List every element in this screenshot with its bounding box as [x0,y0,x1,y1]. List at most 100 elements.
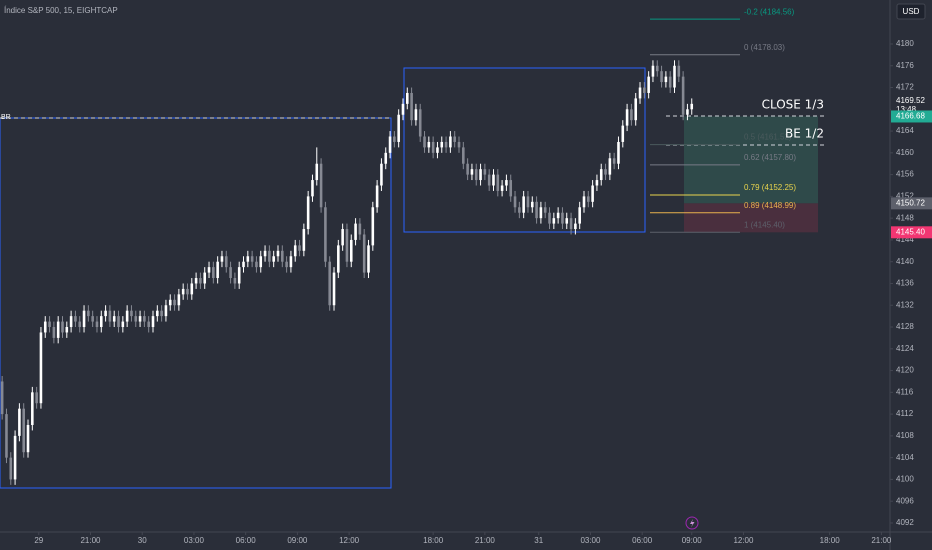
candle-body [173,299,176,306]
candle-body [233,278,237,284]
y-tick-label: 4096 [896,496,914,505]
candle-body [436,147,439,153]
candle-body [337,245,340,273]
level-label: BR [1,114,11,121]
axes: 4092 4096 4100 4104 4108 4112 4116 4120 4124 4128… [34,39,932,545]
candle-body [263,250,267,257]
candle-body [492,174,495,186]
x-tick-label: 12:00 [733,536,754,545]
candle-body [548,212,551,224]
loss-zone [684,203,818,233]
candle-body [410,92,413,121]
candle-body [315,163,319,181]
candle-body [375,185,379,208]
price-tag-label: 4150.72 [896,198,925,207]
candle-body [281,250,284,262]
candle-body [190,283,194,295]
candle-body [591,185,594,202]
y-tick-label: 4172 [896,83,914,92]
candle-body [643,87,646,93]
candle-body [660,71,663,83]
candle-body [74,316,77,322]
candle-body [587,196,590,202]
candle-body [224,256,228,268]
candle-body [56,321,60,338]
candle-body [444,141,448,148]
x-tick-label: 21:00 [475,536,496,545]
candle-body [143,316,146,322]
candle-body [319,163,323,208]
price-tag [891,197,932,210]
candle-body [595,180,599,186]
y-tick-label: 4100 [896,475,914,484]
candle-body [65,327,69,333]
candle-body [362,234,366,273]
x-tick-label: 21:00 [80,536,101,545]
candle-body [530,201,534,208]
candle-body [242,261,245,268]
price-tag [891,226,932,239]
candle-body [13,435,17,480]
candle-body [401,103,405,115]
candle-body [216,261,219,279]
candle-body [518,207,521,213]
y-tick-label: 4152 [896,191,914,200]
fib-label: 0.89 (4148.99) [744,201,796,210]
candle-body [349,239,353,262]
candle-body [26,424,30,453]
x-tick-label: 18:00 [820,536,841,545]
candle-body [466,163,469,175]
candle-body [630,109,633,121]
candle-body [95,321,99,328]
price-tag-label: 4166.68 [896,112,925,121]
close-label: CLOSE 1/3 [762,98,824,112]
range-box [403,67,646,233]
candle-body [423,136,426,148]
candle-body [574,223,577,230]
candle-body [474,169,478,181]
candle-body [405,92,409,104]
candle-body [686,109,689,115]
candle-body [302,229,306,251]
candle-body [272,256,275,262]
candle-body [82,310,86,328]
x-tick-label: 31 [534,536,543,545]
candle-body [168,299,172,306]
candle-body [285,261,288,268]
candle-body [565,218,569,224]
y-tick-label: 4180 [896,39,914,48]
fib-label: 1 (4145.40) [744,220,785,229]
candle-body [462,147,465,164]
candle-body [22,408,25,453]
y-tick-label: 4164 [896,126,914,135]
candle-body [449,136,452,148]
price-tag-label: 4169.52 [896,96,925,105]
currency-button[interactable] [896,3,926,20]
x-tick-label: 03:00 [580,536,601,545]
candle-body [138,316,142,322]
candle-body [617,141,620,164]
candle-body [561,212,564,224]
candle-body [358,223,362,235]
x-tick-label: 09:00 [287,536,308,545]
candle-body [634,98,638,121]
y-tick-label: 4136 [896,279,914,288]
candle-body [690,103,694,110]
x-tick-label: 21:00 [871,536,892,545]
candle-body [380,163,383,186]
candle-body [522,196,525,213]
y-tick-label: 4108 [896,431,914,440]
candle-body [306,196,310,230]
candle-body [397,114,400,142]
candle-body [440,141,444,148]
candle-body [509,180,513,197]
candle-body [52,327,56,338]
candle-body [526,196,530,208]
candle-body [255,261,258,268]
candle-body [147,321,150,328]
candle-body [612,158,616,164]
candle-body [289,256,293,268]
candle-body [311,180,314,197]
x-tick-label: 29 [34,536,43,545]
x-tick-label: 30 [138,536,147,545]
